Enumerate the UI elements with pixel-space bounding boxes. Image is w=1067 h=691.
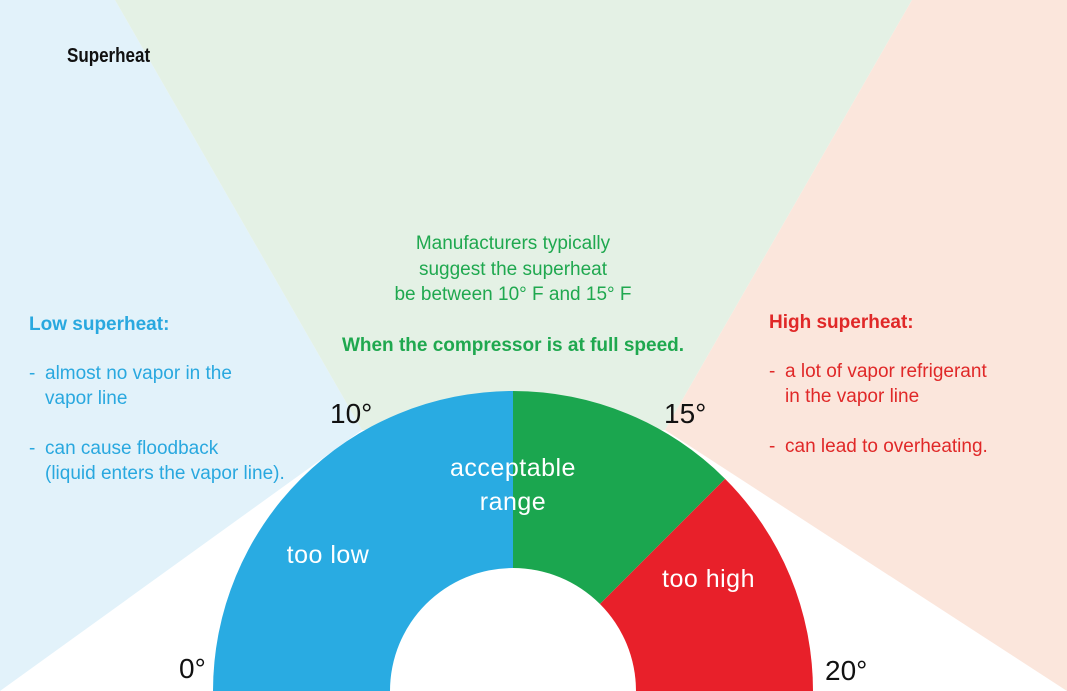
high-note-line: a lot of vapor refrigerant (785, 361, 987, 382)
tick-label-20: 20° (825, 655, 868, 686)
high-superheat-heading: High superheat: (769, 312, 914, 333)
low-note-item: - can cause floodback (liquid enters the… (29, 436, 285, 486)
high-note-item: - a lot of vapor refrigerant in the vapo… (769, 359, 988, 409)
segment-label-too-low: too low (268, 538, 388, 572)
bullet-dash: - (29, 363, 36, 384)
acceptable-note-line: suggest the superheat (418, 258, 608, 280)
low-superheat-note: Low superheat: - almost no vapor in the … (29, 312, 285, 511)
high-superheat-note: High superheat: - a lot of vapor refrige… (769, 310, 988, 484)
low-note-line: vapor line (45, 388, 128, 409)
tick-label-10: 10° (330, 398, 373, 429)
low-note-line: almost no vapor in the (45, 363, 232, 384)
high-note-line: in the vapor line (785, 386, 920, 407)
segment-label-line: too low (286, 541, 370, 569)
bullet-dash: - (769, 436, 776, 457)
segment-label-acceptable: acceptable range (433, 451, 593, 519)
high-note-item: - can lead to overheating. (769, 434, 988, 459)
segment-label-too-high: too high (646, 562, 771, 596)
diagram-title: Superheat (67, 45, 151, 67)
low-superheat-heading: Low superheat: (29, 314, 170, 335)
high-zone-background (665, 0, 1067, 691)
segment-label-line: too high (662, 565, 755, 593)
bullet-dash: - (29, 438, 36, 459)
high-note-line: can lead to overheating. (785, 436, 988, 457)
acceptable-note-line: be between 10° F and 15° F (394, 284, 632, 305)
gauge-hub (390, 568, 636, 691)
bullet-dash: - (769, 361, 776, 382)
full-speed-note: When the compressor is at full speed. (341, 334, 685, 356)
acceptable-range-note: Manufacturers typically suggest the supe… (330, 231, 696, 358)
tick-label-15: 15° (664, 398, 707, 429)
low-zone-background (0, 0, 362, 691)
low-note-line: (liquid enters the vapor line). (45, 463, 285, 484)
tick-label-0: 0° (179, 653, 206, 684)
segment-label-line: range (479, 488, 547, 516)
segment-label-line: acceptable (450, 454, 576, 482)
low-note-line: can cause floodback (45, 438, 219, 459)
acceptable-zone-background (115, 0, 912, 430)
low-note-item: - almost no vapor in the vapor line (29, 361, 285, 411)
acceptable-note-line: Manufacturers typically (415, 233, 611, 254)
